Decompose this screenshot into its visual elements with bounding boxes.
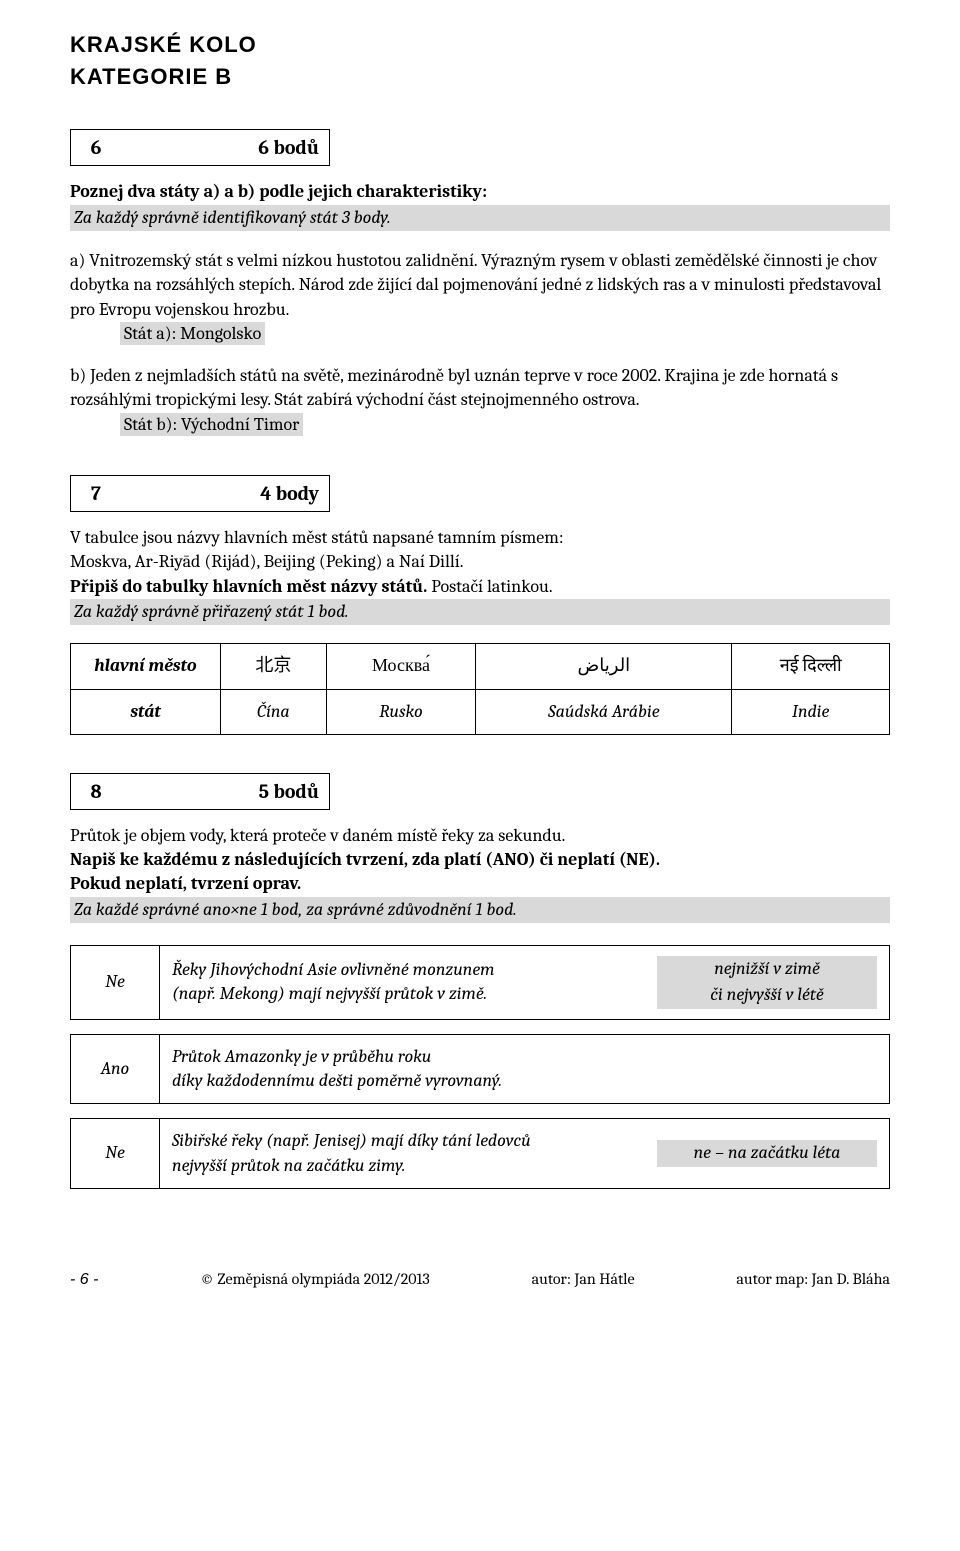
flow-row-2: Ano Průtok Amazonky je v průběhu roku dí… [70, 1034, 890, 1105]
question-7-number: 7 [71, 476, 121, 511]
capital-cell: Москва́ [326, 644, 476, 689]
q8-scoring: Za každé správné ano×ne 1 bod, za správn… [70, 897, 890, 923]
table-row: stát Čína Rusko Saúdská Arábie Indie [71, 689, 890, 734]
flow-note-3: ne – na začátku léta [657, 1140, 877, 1166]
footer: - 6 - © Zeměpisná olympiáda 2012/2013 au… [70, 1269, 890, 1291]
flow-body-2: Průtok Amazonky je v průběhu roku díky k… [160, 1034, 890, 1105]
question-6-box: 6 6 bodů [70, 129, 330, 166]
question-8-box: 8 5 bodů [70, 773, 330, 810]
q6-scoring: Za každý správně identifikovaný stát 3 b… [70, 205, 890, 231]
q8-intro: Průtok je objem vody, která proteče v da… [70, 824, 890, 848]
flow-answer-2: Ano [70, 1034, 160, 1105]
q8-task1: Napiš ke každému z následujících tvrzení… [70, 848, 890, 872]
flow-note-3a: ne – na začátku léta [657, 1140, 877, 1166]
flow-text-1b: (např. Mekong) mají nejvyšší průtok v zi… [172, 983, 487, 1004]
q6-a-text: a) Vnitrozemský stát s velmi nízkou hust… [70, 249, 890, 322]
capital-cell: नई दिल्ली [732, 644, 890, 689]
capital-cell: الرياض [476, 644, 732, 689]
flow-text-2b: díky každodennímu dešti poměrně vyrovnan… [172, 1070, 502, 1091]
table-row: hlavní město 北京 Москва́ الرياض नई दिल्ली [71, 644, 890, 689]
flow-text-2a: Průtok Amazonky je v průběhu roku [172, 1046, 431, 1067]
state-cell: Saúdská Arábie [476, 689, 732, 734]
capital-cell: 北京 [221, 644, 327, 689]
flow-note-1a: nejnižší v zimě [657, 956, 877, 982]
q8-task2: Pokud neplatí, tvrzení oprav. [70, 872, 890, 896]
q7-task-bold: Připiš do tabulky hlavních měst názvy st… [70, 576, 427, 597]
flow-note-1: nejnižší v zimě či nejvyšší v létě [657, 956, 877, 1009]
flow-text-3b: nejvyšší průtok na začátku zimy. [172, 1155, 405, 1176]
flow-answer-3: Ne [70, 1118, 160, 1189]
q7-intro1: V tabulce jsou názvy hlavních měst států… [70, 526, 890, 550]
q6-prompt: Poznej dva státy a) a b) podle jejich ch… [70, 180, 890, 204]
row-label-state: stát [71, 689, 221, 734]
footer-mapauthor: autor map: Jan D. Bláha [736, 1269, 890, 1291]
question-7-points: 4 body [121, 476, 329, 511]
flow-note-1b: či nejvyšší v létě [657, 982, 877, 1008]
question-6-number: 6 [71, 130, 121, 165]
state-cell: Čína [221, 689, 327, 734]
q7-intro2: Moskva, Ar-Riyād (Rijád), Beijing (Pekin… [70, 550, 890, 574]
q7-task-rest: Postačí latinkou. [427, 576, 552, 597]
flow-answer-1: Ne [70, 945, 160, 1020]
flow-text-3a: Sibiřské řeky (např. Jenisej) mají díky … [172, 1130, 531, 1151]
q7-task: Připiš do tabulky hlavních měst názvy st… [70, 575, 890, 599]
question-8-points: 5 bodů [121, 774, 329, 809]
flow-text-2: Průtok Amazonky je v průběhu roku díky k… [172, 1045, 657, 1094]
flow-text-3: Sibiřské řeky (např. Jenisej) mají díky … [172, 1129, 657, 1178]
flow-row-3: Ne Sibiřské řeky (např. Jenisej) mají dí… [70, 1118, 890, 1189]
footer-author: autor: Jan Hátle [532, 1269, 635, 1291]
question-8-number: 8 [71, 774, 121, 809]
flow-body-1: Řeky Jihovýchodní Asie ovlivněné monzune… [160, 945, 890, 1020]
flow-text-1: Řeky Jihovýchodní Asie ovlivněné monzune… [172, 958, 657, 1007]
capitals-table: hlavní město 北京 Москва́ الرياض नई दिल्ली… [70, 643, 890, 735]
q6-b-answer: Stát b): Východní Timor [120, 413, 303, 436]
row-label-capital: hlavní město [71, 644, 221, 689]
question-6-points: 6 bodů [121, 130, 329, 165]
page-number: - 6 - [70, 1269, 98, 1291]
state-cell: Indie [732, 689, 890, 734]
q7-scoring: Za každý správně přiřazený stát 1 bod. [70, 599, 890, 625]
q6-b-text: b) Jeden z nejmladších států na světě, m… [70, 364, 890, 413]
header-title-2: KATEGORIE B [70, 62, 890, 92]
state-cell: Rusko [326, 689, 476, 734]
q6-a-answer: Stát a): Mongolsko [120, 322, 265, 345]
question-7-box: 7 4 body [70, 475, 330, 512]
footer-copyright: © Zeměpisná olympiáda 2012/2013 [200, 1269, 429, 1291]
flow-row-1: Ne Řeky Jihovýchodní Asie ovlivněné monz… [70, 945, 890, 1020]
flow-body-3: Sibiřské řeky (např. Jenisej) mají díky … [160, 1118, 890, 1189]
flow-text-1a: Řeky Jihovýchodní Asie ovlivněné monzune… [172, 959, 495, 980]
header-title-1: KRAJSKÉ KOLO [70, 30, 890, 60]
